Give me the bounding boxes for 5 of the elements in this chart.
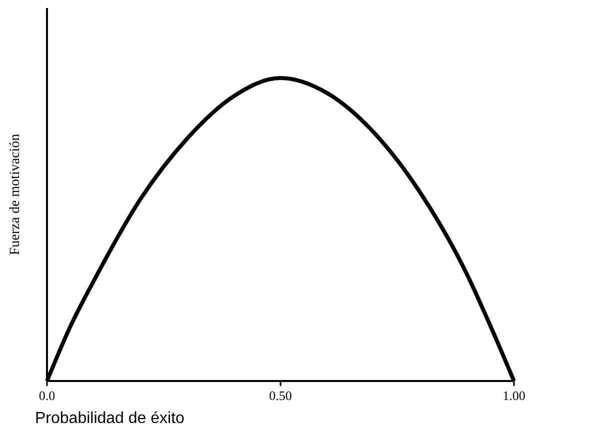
x-tick-label: 0.50: [269, 388, 292, 403]
y-axis-title: Fuerza de motivación: [8, 134, 23, 256]
x-tick-label: 0.0: [38, 388, 56, 403]
x-axis-title: Probabilidad de éxito: [35, 410, 185, 427]
x-tick-label: 1.00: [502, 388, 526, 403]
